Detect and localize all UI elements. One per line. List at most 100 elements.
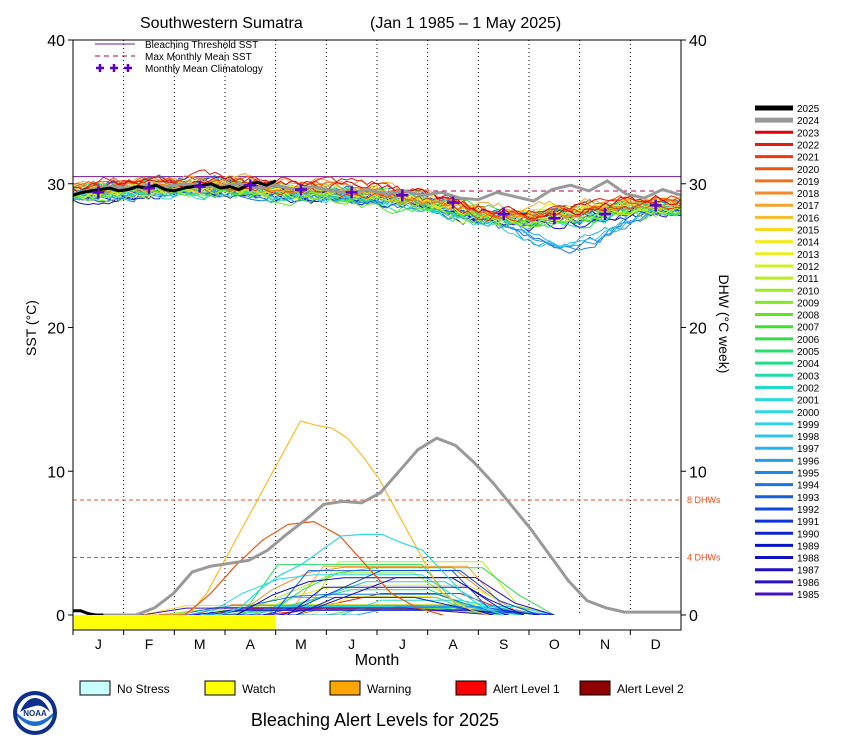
alert-legend-label: Watch [242, 682, 276, 696]
year-legend-label: 1986 [797, 578, 820, 589]
chart-date-range: (Jan 1 1985 – 1 May 2025) [370, 15, 561, 32]
noaa-logo: NOAA [13, 691, 57, 735]
year-legend-label: 2006 [797, 335, 820, 346]
alert-legend-swatch [579, 680, 611, 696]
x-tick-label: D [651, 636, 661, 652]
legend-climatology-swatch [96, 64, 104, 72]
climatology-marker [649, 199, 662, 212]
year-legend-label: 2002 [797, 383, 820, 394]
climatology-marker [345, 186, 358, 199]
climatology-marker [244, 179, 257, 192]
x-tick-label: N [600, 636, 610, 652]
sst-line-2025 [72, 179, 277, 197]
legend-climatology-swatch [124, 64, 132, 72]
y-tick-label-right: 30 [689, 177, 707, 194]
climatology-marker [599, 207, 611, 220]
year-legend-label: 2000 [797, 408, 820, 419]
year-legend-label: 2015 [797, 226, 820, 237]
year-legend-label: 2021 [797, 153, 820, 164]
year-legend-label: 2023 [797, 128, 820, 139]
x-tick-label: J [95, 636, 102, 652]
dhw-threshold-label: 4 DHWs [687, 553, 721, 563]
year-legend-label: 2004 [797, 359, 820, 370]
y-tick-label-right: 0 [689, 608, 698, 625]
year-legend-label: 1995 [797, 469, 820, 480]
alert-legend-label: Alert Level 1 [493, 682, 560, 696]
x-tick-label: F [145, 636, 154, 652]
year-legend-label: 2018 [797, 189, 820, 200]
y-tick-label-right: 40 [689, 33, 707, 50]
year-legend-label: 1999 [797, 420, 820, 431]
y-tick-label-left: 10 [47, 464, 65, 481]
year-legend-label: 2013 [797, 250, 820, 261]
sst-line-2018 [73, 180, 682, 223]
year-legend-label: 2014 [797, 238, 820, 249]
year-legend-label: 2024 [797, 116, 820, 127]
climatology-marker [92, 186, 105, 199]
year-legend-label: 1993 [797, 493, 820, 504]
y-tick-label-left: 20 [47, 321, 65, 338]
year-legend-label: 2010 [797, 286, 820, 297]
legend-top-label: Bleaching Threshold SST [145, 40, 258, 51]
year-legend-label: 2019 [797, 177, 820, 188]
climatology-marker [193, 180, 206, 193]
legend-climatology-swatch [110, 64, 118, 72]
dhw-line-2024 [98, 436, 681, 617]
year-legend-label: 1997 [797, 444, 820, 455]
y-tick-label-left: 40 [47, 33, 65, 50]
sst-line-2002 [72, 184, 682, 225]
legend-top-label: Max Monthly Mean SST [145, 52, 252, 63]
year-legend-label: 1996 [797, 456, 820, 467]
year-legend-label: 1989 [797, 541, 820, 552]
footer-title: Bleaching Alert Levels for 2025 [251, 710, 499, 730]
year-legend-label: 2017 [797, 201, 820, 212]
chart-title: Southwestern Sumatra [140, 15, 303, 32]
climatology-marker [396, 189, 409, 202]
alert-legend-swatch [79, 680, 111, 696]
climatology-marker [447, 196, 459, 209]
year-legend-label: 1987 [797, 566, 820, 577]
alert-legend-label: Alert Level 2 [617, 682, 684, 696]
alert-bar-watch [73, 615, 276, 630]
year-legend-label: 2001 [797, 396, 820, 407]
x-tick-label: A [246, 636, 256, 652]
y-tick-label-right: 20 [689, 321, 707, 338]
year-legend-label: 2022 [797, 140, 820, 151]
dhw-line-1998 [199, 533, 504, 616]
plot-area [72, 39, 682, 631]
alert-legend-swatch [204, 680, 236, 696]
climatology-marker [295, 183, 307, 196]
y-tick-label-left: 30 [47, 177, 65, 194]
x-tick-label: S [499, 636, 508, 652]
year-legend-label: 2025 [797, 104, 820, 115]
year-legend-label: 1990 [797, 529, 820, 540]
year-legend-label: 1994 [797, 481, 820, 492]
year-legend-label: 2008 [797, 311, 820, 322]
sst-line-2024 [72, 179, 682, 203]
y-tick-label-right: 10 [689, 464, 707, 481]
alert-legend-swatch [455, 680, 487, 696]
year-legend-label: 2005 [797, 347, 820, 358]
year-legend-label: 1998 [797, 432, 820, 443]
year-legend-label: 2003 [797, 371, 820, 382]
x-axis-label: Month [355, 652, 399, 669]
year-legend-label: 1991 [797, 517, 820, 528]
legend-top-label: Monthly Mean Climatology [145, 64, 263, 75]
year-legend-label: 1992 [797, 505, 820, 516]
year-legend-label: 2011 [797, 274, 819, 285]
year-legend-label: 2020 [797, 165, 820, 176]
climatology-marker [548, 212, 561, 225]
year-legend-label: 2012 [797, 262, 820, 273]
x-tick-label: J [399, 636, 406, 652]
year-legend-label: 2016 [797, 213, 820, 224]
x-tick-label: O [549, 636, 560, 652]
dhw-line-2016 [143, 420, 489, 616]
x-tick-label: J [348, 636, 355, 652]
alert-legend-label: No Stress [117, 682, 170, 696]
y-axis-label-left: SST (°C) [23, 300, 39, 356]
year-legend-label: 2009 [797, 298, 820, 309]
x-tick-label: M [194, 636, 206, 652]
dhw-line-1985 [98, 607, 494, 616]
year-legend-label: 2007 [797, 323, 820, 334]
y-axis-label-right: DHW (°C week) [716, 275, 732, 374]
